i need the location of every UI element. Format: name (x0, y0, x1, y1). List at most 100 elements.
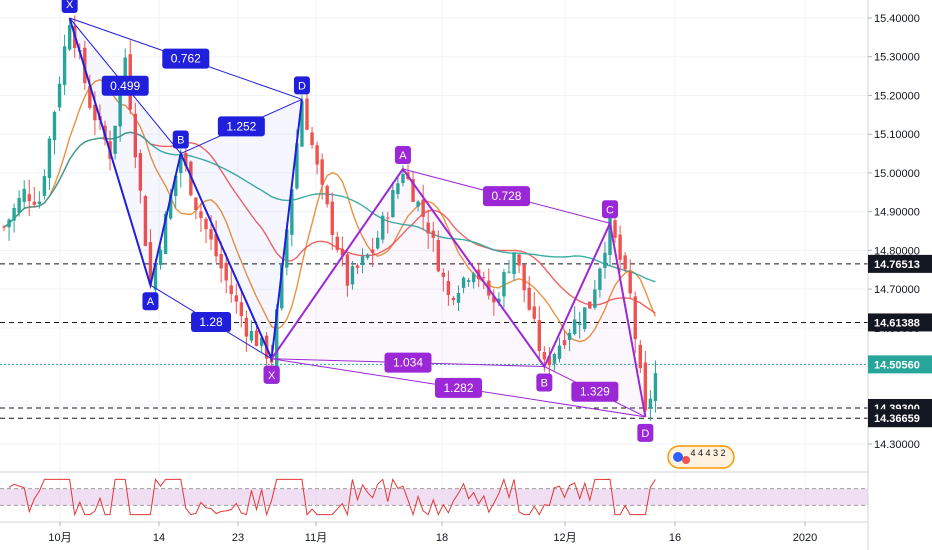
price-tick-label: 15.20000 (874, 90, 920, 102)
price-tag-label: 14.50560 (874, 359, 920, 371)
candle-body (2, 226, 6, 228)
candle-body (204, 218, 208, 230)
candle-body (512, 252, 516, 275)
candle-body (138, 153, 143, 191)
candle-body (532, 306, 536, 319)
vertex-badge[interactable] (394, 146, 411, 165)
candle-body (461, 277, 466, 288)
price-tag (868, 409, 932, 428)
candle-body (158, 249, 163, 266)
candle-body (421, 199, 425, 217)
candle-body (320, 159, 324, 185)
candle-body (300, 101, 304, 147)
ratio-pill[interactable] (384, 352, 432, 373)
vertex-label: X (268, 370, 276, 382)
candle-body (628, 271, 632, 294)
candle-body (471, 273, 476, 283)
ratio-pill[interactable] (191, 312, 232, 333)
vertex-badge[interactable] (263, 365, 280, 384)
ratio-pill[interactable] (162, 48, 210, 69)
candle-body (234, 295, 238, 302)
candle-body (603, 252, 607, 268)
candle-body (280, 264, 284, 309)
ratio-pill[interactable] (482, 186, 530, 207)
harmonic-patterns[interactable]: 0.499 1.252 0.762 1.28 X A B X D 0.728 1.034 1.282 1… (61, 0, 654, 442)
vertex-label: C (606, 204, 614, 216)
candle-body (446, 281, 451, 295)
vertex-badge[interactable] (61, 0, 78, 13)
vertex-label: A (399, 150, 407, 162)
candle-body (416, 201, 420, 207)
badge-digits: 4 4 4 3 2 (690, 448, 725, 458)
candle-body (163, 213, 168, 254)
candle-body (608, 214, 612, 255)
candle-body (17, 197, 21, 213)
ratio-label: 0.728 (491, 189, 521, 203)
ratio-label: 1.329 (580, 385, 610, 399)
vertex-badge[interactable] (637, 423, 654, 442)
candle-body (330, 201, 334, 235)
candle-body (537, 320, 541, 352)
ratio-label: 1.28 (199, 315, 223, 329)
candle-body (123, 57, 127, 84)
candle-body (562, 340, 567, 346)
candle-body (88, 86, 92, 108)
vertex-badge[interactable] (172, 130, 189, 149)
price-tick-label: 14.30000 (874, 439, 920, 451)
badge-dot-icon (682, 456, 690, 464)
candle-body (113, 125, 117, 154)
oscillator-pane (0, 477, 868, 517)
candle-body (249, 330, 254, 341)
price-tag (868, 254, 932, 273)
oscillator-line (8, 477, 656, 517)
candle-body (340, 248, 345, 256)
time-tick-label: 10月 (48, 532, 71, 544)
ratio-pill[interactable] (217, 116, 265, 137)
candle-body (466, 280, 471, 282)
vertex-badge[interactable] (536, 373, 553, 392)
candle-body (648, 398, 653, 409)
harmonic-pattern[interactable]: 0.499 1.252 0.762 1.28 X A B X D (61, 0, 310, 384)
candle-body (32, 201, 36, 205)
candle-body (199, 211, 203, 218)
candle-body (436, 240, 440, 272)
ratio-label: 1.282 (443, 381, 473, 395)
candle-body (153, 263, 158, 290)
ratio-pill[interactable] (435, 377, 482, 398)
vertex-badge[interactable] (293, 76, 310, 95)
candle-body (527, 287, 531, 310)
candle-body (93, 104, 97, 121)
candle-body (401, 174, 405, 184)
candle-body (239, 302, 244, 317)
price-tag-label: 14.61388 (874, 317, 920, 329)
price-tick-label: 14.90000 (874, 207, 920, 219)
candle-body (451, 297, 456, 301)
candle-body (179, 154, 183, 174)
time-tick-label: 11月 (305, 532, 327, 544)
vertex-badge[interactable] (602, 200, 618, 219)
candle-body (148, 242, 153, 285)
candle-body (618, 234, 622, 260)
ratio-pill[interactable] (101, 75, 149, 96)
earnings-badge[interactable]: 4 4 4 3 2 (667, 445, 735, 469)
pattern-fill (69, 18, 181, 286)
candle-body (168, 195, 173, 219)
candle-body (62, 46, 67, 85)
candle-body (224, 262, 228, 281)
candle-body (209, 229, 213, 240)
harmonic-pattern[interactable]: 0.728 1.034 1.282 1.329 X A B C D (263, 146, 654, 442)
vertex-badge[interactable] (142, 292, 159, 311)
candle-body (391, 190, 395, 218)
price-tick-label: 15.40000 (874, 13, 920, 25)
pattern-fill (544, 223, 646, 417)
candle-body (355, 265, 360, 268)
ratio-label: 1.252 (226, 119, 256, 133)
time-axis[interactable]: 10月 14 23 11月 18 12月 16 2020 (48, 522, 817, 544)
ratio-pill[interactable] (571, 381, 619, 402)
candle-body (578, 323, 582, 326)
candle-body (376, 237, 380, 249)
badge-dot-icon (673, 452, 683, 462)
price-tag-label: 14.76513 (874, 259, 920, 271)
